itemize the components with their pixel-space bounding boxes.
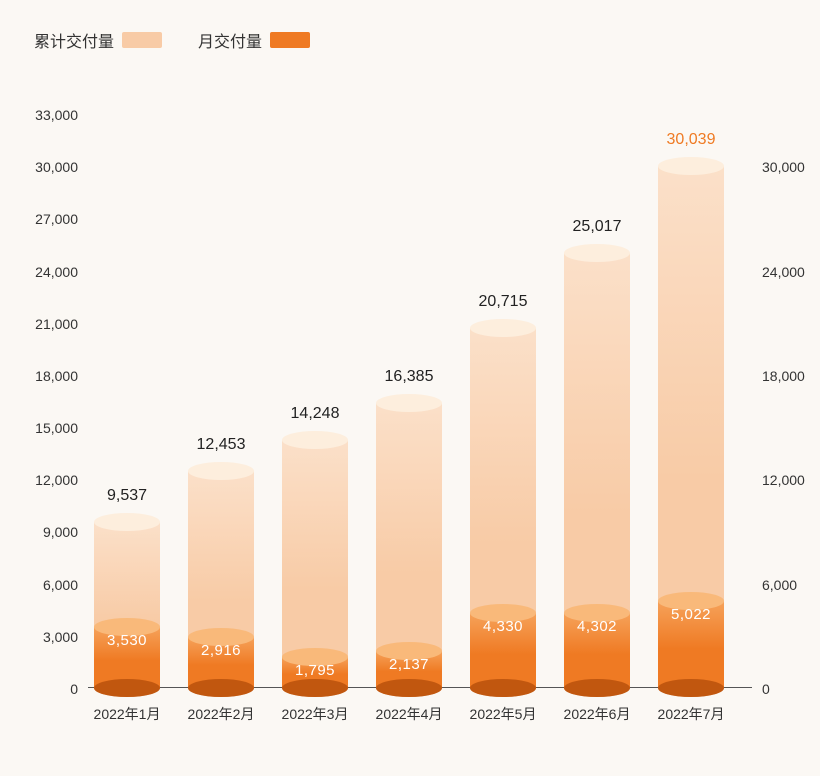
y-axis-right-tick: 18,000 [762,368,805,384]
bar-cumulative-cap [658,157,724,175]
bar-cumulative-value: 14,248 [291,405,340,423]
legend-item-monthly: 月交付量 [198,28,310,52]
bar-monthly-base [188,679,254,697]
bar-group: 20,7154,330 [470,328,536,688]
bar-cumulative-cap [94,513,160,531]
bar-cumulative-cap [282,431,348,449]
x-axis-category: 2022年4月 [376,704,443,724]
legend-label-cumulative: 累计交付量 [34,28,114,52]
bar-monthly-base [94,679,160,697]
bar-cumulative-cap [188,462,254,480]
bar-cumulative-value: 20,715 [479,293,528,311]
y-axis-left-tick: 24,000 [35,264,78,280]
y-axis-right-tick: 6,000 [762,577,797,593]
y-axis-left-tick: 0 [70,681,78,697]
y-axis-right-tick: 12,000 [762,472,805,488]
bar-group: 9,5373,530 [94,522,160,688]
y-axis-right-tick: 24,000 [762,264,805,280]
bar-cumulative-cap [470,319,536,337]
y-axis-left-tick: 27,000 [35,211,78,227]
x-axis-category: 2022年6月 [564,704,631,724]
x-axis-category: 2022年1月 [94,704,161,724]
y-axis-left-tick: 15,000 [35,420,78,436]
bar-cumulative-value: 16,385 [385,368,434,386]
x-axis-category: 2022年5月 [470,704,537,724]
bar-monthly-base [282,679,348,697]
bar-monthly-value: 3,530 [107,632,147,649]
legend: 累计交付量 月交付量 [34,28,310,52]
bar-monthly-base [564,679,630,697]
x-axis-category: 2022年3月 [282,704,349,724]
legend-swatch-monthly [270,32,310,48]
y-axis-left-tick: 18,000 [35,368,78,384]
bar-monthly-value: 1,795 [295,662,335,679]
bar-monthly-base [376,679,442,697]
bar-group: 12,4532,916 [188,471,254,688]
bar-monthly-base [470,679,536,697]
bar-group: 30,0395,022 [658,166,724,688]
bar-monthly-value: 2,916 [201,642,241,659]
bar-cumulative-cap [564,244,630,262]
bar-monthly-value: 4,330 [483,618,523,635]
bar-group: 25,0174,302 [564,253,630,688]
y-axis-right-tick: 30,000 [762,159,805,175]
bar-group: 14,2481,795 [282,440,348,688]
chart-plot-area: 03,0006,0009,00012,00015,00018,00021,000… [88,114,752,688]
y-axis-right-tick: 0 [762,681,770,697]
legend-swatch-cumulative [122,32,162,48]
bar-cumulative-value: 25,017 [573,218,622,236]
legend-item-cumulative: 累计交付量 [34,28,162,52]
y-axis-left-tick: 9,000 [43,524,78,540]
bar-cumulative-cap [376,394,442,412]
bar-monthly-value: 2,137 [389,656,429,673]
y-axis-left-tick: 12,000 [35,472,78,488]
bar-cumulative-value: 30,039 [667,131,716,149]
bar-cumulative-value: 9,537 [107,487,147,505]
legend-label-monthly: 月交付量 [198,28,262,52]
bar-monthly-value: 5,022 [671,606,711,623]
x-axis-category: 2022年2月 [188,704,255,724]
bar-monthly-base [658,679,724,697]
bar-monthly-value: 4,302 [577,618,617,635]
x-axis-category: 2022年7月 [658,704,725,724]
y-axis-left-tick: 6,000 [43,577,78,593]
y-axis-left-tick: 21,000 [35,316,78,332]
y-axis-left-tick: 3,000 [43,629,78,645]
y-axis-left-tick: 33,000 [35,107,78,123]
delivery-chart-root: 累计交付量 月交付量 03,0006,0009,00012,00015,0001… [0,0,820,776]
y-axis-left-tick: 30,000 [35,159,78,175]
bar-cumulative-value: 12,453 [197,436,246,454]
bar-group: 16,3852,137 [376,403,442,688]
